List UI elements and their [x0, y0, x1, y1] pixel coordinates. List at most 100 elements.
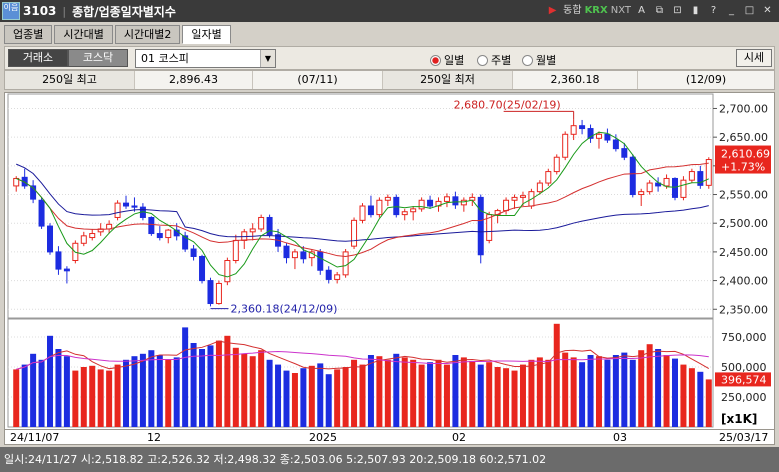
- candle-body: [688, 171, 695, 181]
- candle-body: [224, 260, 231, 283]
- candle-body: [697, 171, 704, 186]
- price-axis-label: 2,350.00: [719, 303, 768, 316]
- volume-bar: [367, 355, 374, 427]
- candle-body: [570, 125, 577, 135]
- price-axis-label: 2,650.00: [719, 131, 768, 144]
- krx-button[interactable]: KRX: [584, 5, 608, 16]
- volume-bar: [528, 359, 535, 427]
- kosdaq-button[interactable]: 코스닥: [68, 49, 128, 67]
- radio-weekly[interactable]: 주별: [477, 52, 511, 68]
- close-icon[interactable]: ✕: [763, 5, 772, 16]
- candle-body: [646, 182, 653, 193]
- volume-bar: [123, 359, 130, 427]
- candle-body: [359, 205, 366, 221]
- candle-body: [38, 199, 45, 227]
- volume-bar: [553, 323, 560, 427]
- radio-daily-label: 일별: [444, 54, 465, 67]
- last-volume-value: 396,574: [721, 373, 767, 386]
- maximize-icon[interactable]: □: [744, 5, 755, 16]
- exchange-button[interactable]: 거래소: [8, 49, 68, 67]
- candle-body: [291, 251, 298, 259]
- radio-weekly-icon: [477, 54, 488, 66]
- font-size-icon[interactable]: A: [638, 5, 645, 16]
- radio-monthly[interactable]: 월별: [522, 52, 556, 68]
- volume-bar: [207, 345, 214, 427]
- radio-daily[interactable]: 일별: [430, 52, 464, 68]
- quote-button[interactable]: 시세: [736, 49, 772, 67]
- tab-by-date[interactable]: 일자별: [182, 25, 231, 44]
- x-tick-label: 24/11/07: [10, 431, 60, 444]
- candle-body: [156, 233, 163, 239]
- price-axis-label: 2,400.00: [719, 275, 768, 288]
- candle-body: [579, 125, 586, 130]
- volume-bar: [494, 367, 501, 427]
- candle-body: [511, 196, 518, 201]
- candle-body: [427, 199, 434, 207]
- volume-bar: [300, 368, 307, 427]
- volume-bar: [114, 364, 121, 427]
- volume-bar: [570, 357, 577, 427]
- nxt-button[interactable]: NXT: [610, 5, 631, 16]
- volume-bar: [63, 356, 70, 427]
- candle-body: [30, 185, 37, 200]
- last-price-change: +1.73%: [721, 161, 765, 174]
- volume-bar: [663, 355, 670, 427]
- volume-bar: [232, 347, 239, 427]
- bookmark-icon[interactable]: ▮: [692, 5, 699, 16]
- volume-bar: [579, 362, 586, 427]
- combined-button[interactable]: 동합: [563, 5, 582, 16]
- volume-bar: [156, 355, 163, 427]
- candle-body: [325, 269, 332, 280]
- candle-body: [165, 229, 172, 239]
- price-axis-label: 2,700.00: [719, 102, 768, 115]
- window-title-bar: 이음 3103 | 종합/업종일자별지수 ▶ 동합 KRX NXT A ⧉ ⊡ …: [0, 0, 779, 22]
- x-tick-label: 03: [613, 431, 627, 444]
- high-value: 2,896.43: [135, 71, 253, 89]
- candle-body: [384, 196, 391, 201]
- toolbar: 거래소 코스닥 01 코스피 ▼ 일별 주별 월별 시세: [4, 46, 775, 70]
- candle-body: [199, 255, 206, 282]
- volume-bar: [148, 350, 155, 427]
- candle-body: [131, 205, 138, 208]
- candle-body: [536, 182, 543, 193]
- index-select[interactable]: 01 코스피 ▼: [135, 49, 276, 68]
- price-chart-panel[interactable]: 2,700.002,650.002,600.002,550.002,500.00…: [4, 92, 775, 430]
- candle-body: [351, 219, 358, 247]
- volume-axis-label: 750,000: [721, 331, 767, 344]
- ma5-line: [16, 131, 709, 278]
- tab-by-time-2[interactable]: 시간대별2: [114, 25, 181, 44]
- chevron-down-icon[interactable]: ▼: [260, 50, 275, 67]
- volume-bar: [393, 353, 400, 427]
- candle-body: [595, 133, 602, 139]
- minimize-icon[interactable]: _: [729, 5, 734, 16]
- x-tick-label: 25/03/17: [719, 431, 769, 444]
- play-icon[interactable]: ▶: [548, 5, 557, 16]
- volume-bar: [503, 368, 510, 427]
- volume-bar: [511, 370, 518, 427]
- window-title: 종합/업종일자별지수: [72, 4, 176, 19]
- volume-bar: [47, 335, 54, 427]
- help-icon[interactable]: ?: [710, 5, 717, 16]
- status-bar: 일시:24/11/27 시:2,518.82 고:2,526.32 저:2,49…: [0, 447, 779, 472]
- capture-icon[interactable]: ⊡: [673, 5, 682, 16]
- volume-bar: [165, 359, 172, 427]
- candle-body: [114, 202, 121, 218]
- volume-bar: [486, 362, 493, 427]
- x-tick-label: 02: [452, 431, 466, 444]
- volume-bar: [89, 365, 96, 427]
- link-icon[interactable]: ⧉: [655, 5, 664, 16]
- volume-bar: [443, 364, 450, 427]
- low-value: 2,360.18: [513, 71, 638, 89]
- tab-by-time[interactable]: 시간대별: [54, 25, 113, 44]
- candle-body: [317, 251, 324, 271]
- view-tabs: 업종별 시간대별 시간대별2 일자별: [4, 25, 231, 44]
- tab-by-sector[interactable]: 업종별: [4, 25, 53, 44]
- volume-bar: [97, 369, 104, 427]
- volume-bar: [469, 361, 476, 427]
- price-volume-chart[interactable]: 2,700.002,650.002,600.002,550.002,500.00…: [5, 93, 774, 429]
- volume-bar: [680, 364, 687, 427]
- candle-body: [477, 196, 484, 256]
- volume-bar: [376, 356, 383, 427]
- volume-bar: [249, 356, 256, 427]
- volume-bar: [638, 350, 645, 427]
